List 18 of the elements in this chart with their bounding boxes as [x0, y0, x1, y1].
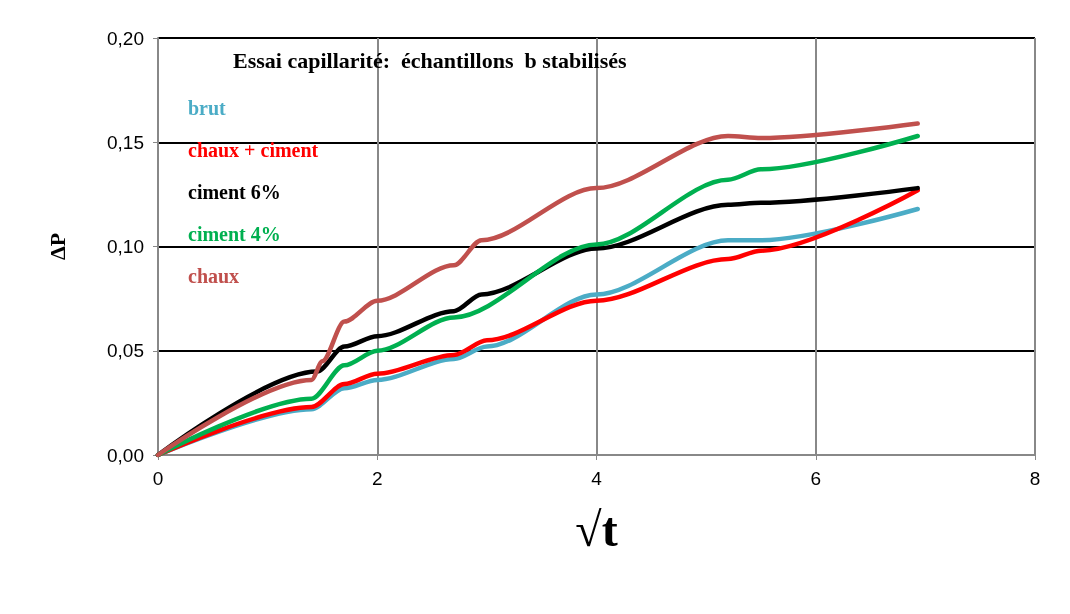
y-axis-title: ΔP — [44, 232, 70, 261]
x-tick-label: 2 — [371, 468, 383, 489]
y-tick-label: 0,10 — [107, 236, 144, 257]
x-tick-label: 8 — [1029, 468, 1041, 489]
x-tick-label: 0 — [152, 468, 164, 489]
text: brut — [188, 97, 227, 119]
x-axis-title: √t — [575, 502, 618, 556]
text: chaux + ciment — [188, 139, 319, 161]
text: chaux — [188, 265, 240, 287]
y-tick-label: 0,05 — [107, 340, 144, 362]
y-tick-label: 0,00 — [107, 444, 144, 466]
x-tick-label: 6 — [810, 468, 822, 489]
chart-title: Essai capillarité: échantillons b stabilisés — [233, 47, 628, 73]
text: ciment 6% — [188, 181, 281, 203]
y-tick-label: 0,15 — [107, 131, 144, 153]
text: ciment 4% — [188, 223, 281, 245]
y-tick-label: 0,20 — [107, 27, 144, 49]
x-tick-label: 4 — [591, 468, 603, 489]
